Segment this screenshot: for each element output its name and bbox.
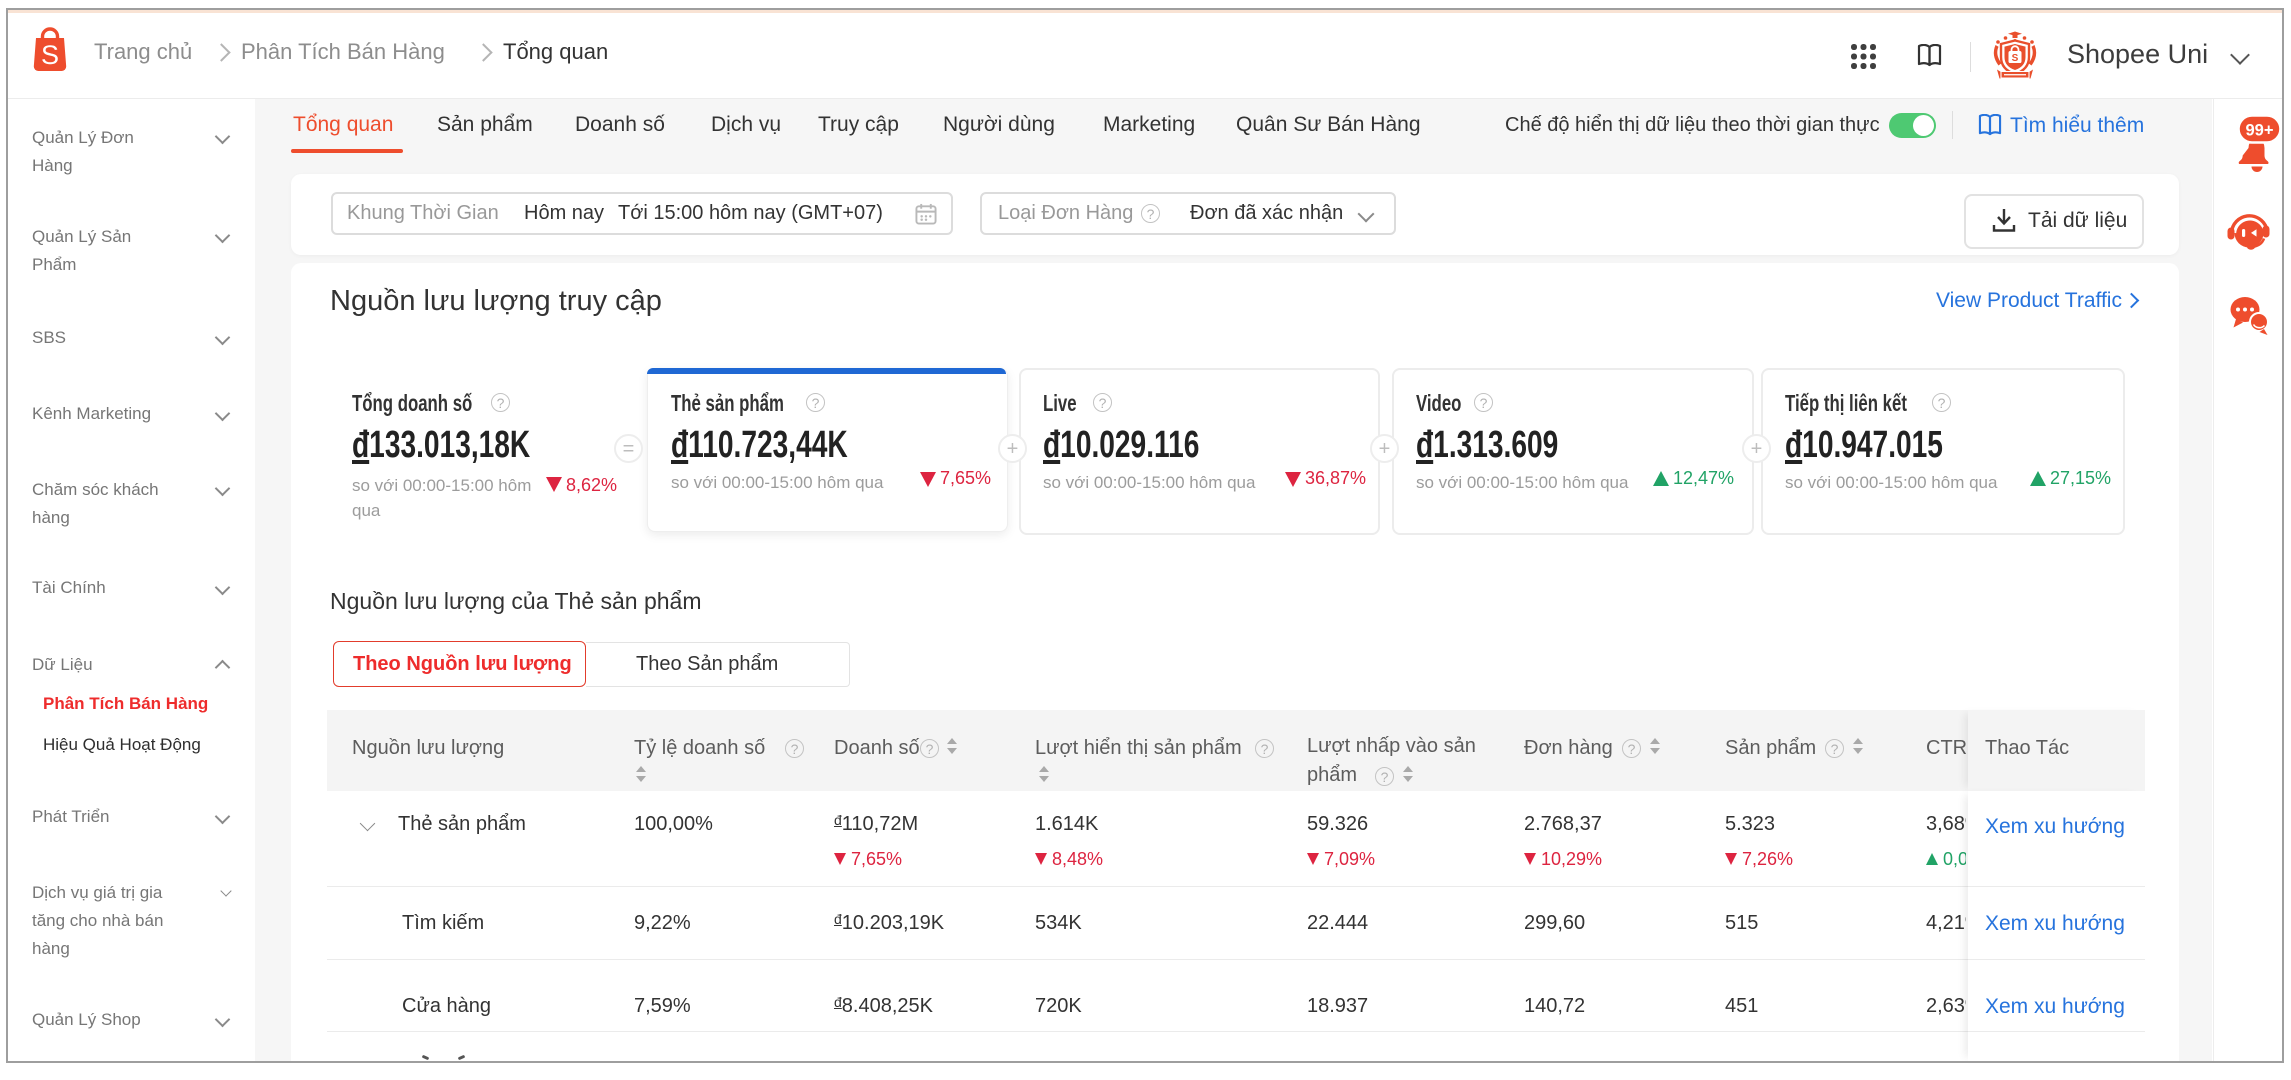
svg-text:S: S xyxy=(2012,53,2019,64)
svg-text:99+: 99+ xyxy=(2246,122,2274,140)
svg-text:S: S xyxy=(41,40,59,70)
